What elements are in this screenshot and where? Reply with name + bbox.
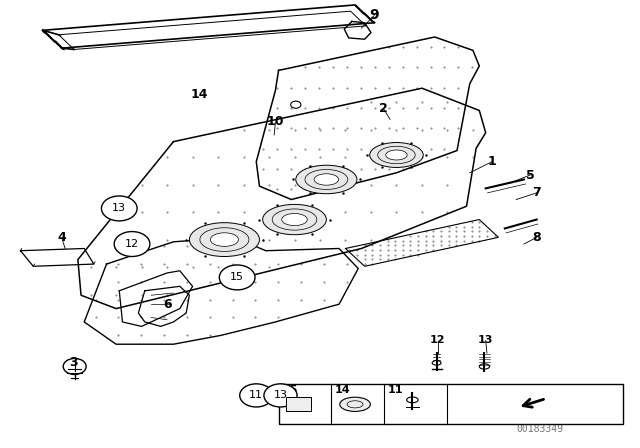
Ellipse shape bbox=[370, 142, 423, 168]
Ellipse shape bbox=[211, 233, 239, 246]
Text: 15: 15 bbox=[230, 272, 244, 282]
Text: 8: 8 bbox=[532, 231, 541, 244]
Ellipse shape bbox=[282, 214, 307, 226]
Circle shape bbox=[240, 384, 273, 407]
Text: 11: 11 bbox=[249, 390, 263, 401]
Text: 5: 5 bbox=[526, 168, 534, 181]
Text: 1: 1 bbox=[488, 155, 497, 168]
Ellipse shape bbox=[189, 223, 259, 257]
Text: 2: 2 bbox=[380, 102, 388, 115]
Text: 4: 4 bbox=[58, 231, 67, 244]
Text: 11: 11 bbox=[387, 385, 403, 395]
Text: 7: 7 bbox=[532, 186, 541, 199]
Ellipse shape bbox=[314, 174, 339, 185]
Text: 3: 3 bbox=[69, 356, 77, 369]
Ellipse shape bbox=[386, 150, 407, 160]
Circle shape bbox=[264, 384, 297, 407]
Circle shape bbox=[220, 265, 255, 290]
Text: 10: 10 bbox=[267, 115, 284, 128]
Text: 14: 14 bbox=[335, 385, 351, 395]
Ellipse shape bbox=[340, 397, 371, 411]
Circle shape bbox=[101, 196, 137, 221]
Text: 14: 14 bbox=[190, 88, 207, 101]
Text: 6: 6 bbox=[163, 297, 172, 310]
Text: 12: 12 bbox=[125, 239, 139, 249]
Circle shape bbox=[114, 232, 150, 257]
Text: 00183349: 00183349 bbox=[516, 424, 563, 434]
Text: 13: 13 bbox=[112, 203, 126, 213]
Text: 13: 13 bbox=[478, 335, 493, 345]
Text: 15: 15 bbox=[282, 385, 298, 395]
Text: 9: 9 bbox=[369, 8, 379, 22]
Text: 12: 12 bbox=[430, 335, 445, 345]
Ellipse shape bbox=[296, 165, 357, 194]
Bar bbox=[278, 384, 623, 424]
Text: 13: 13 bbox=[273, 390, 287, 401]
Bar bbox=[285, 397, 311, 411]
Ellipse shape bbox=[262, 204, 326, 235]
